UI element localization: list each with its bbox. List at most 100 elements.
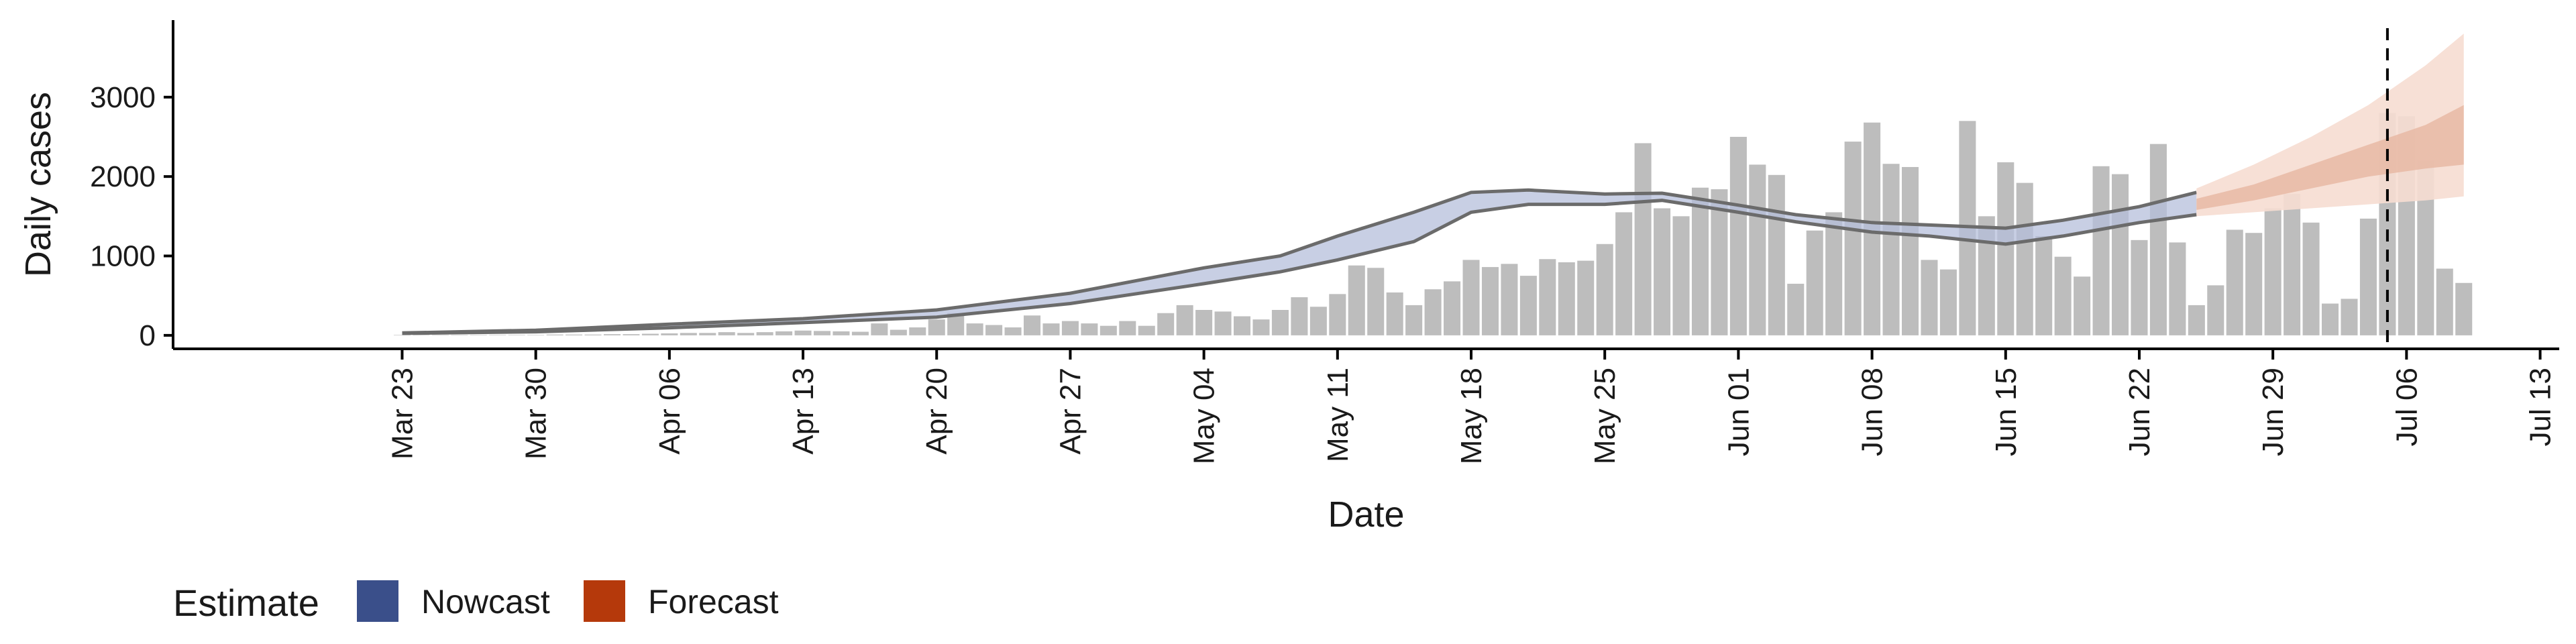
- bar: [1711, 189, 1728, 335]
- bar: [1729, 136, 1747, 335]
- bar: [699, 333, 716, 335]
- bar: [1176, 305, 1193, 335]
- forecast-inner-band: [2196, 105, 2464, 210]
- bar: [2264, 208, 2282, 335]
- bar: [1157, 313, 1175, 335]
- nowcast-upper-line: [402, 188, 2197, 335]
- bar: [1214, 311, 1232, 335]
- x-tick-label: Apr 06: [653, 368, 686, 455]
- bar: [1634, 143, 1652, 335]
- bar: [1081, 323, 1098, 335]
- bar: [1806, 230, 1823, 335]
- bar: [1844, 142, 1862, 335]
- bar: [1672, 216, 1690, 335]
- y-ticks: 0 1000 2000 3000: [90, 81, 173, 352]
- bar: [2111, 174, 2129, 335]
- legend-label-forecast: Forecast: [648, 583, 779, 621]
- bar: [1099, 325, 1117, 335]
- bar: [851, 331, 869, 335]
- bar: [1901, 166, 1919, 335]
- bar: [2016, 182, 2033, 335]
- x-tick-label: Jul 13: [2524, 368, 2557, 446]
- bar: [1519, 276, 1537, 335]
- bar: [1424, 289, 1442, 335]
- x-tick-label: May 18: [1455, 368, 1488, 464]
- bar: [1997, 162, 2015, 335]
- x-tick-label: May 11: [1322, 368, 1354, 462]
- bar: [1042, 323, 1060, 335]
- x-tick-label: Mar 23: [386, 368, 419, 460]
- x-tick-label: Mar 30: [520, 368, 553, 460]
- bar: [1501, 264, 1518, 335]
- x-tick-label: Jul 06: [2390, 368, 2423, 446]
- bar: [2455, 282, 2473, 335]
- bar: [1023, 315, 1041, 335]
- x-tick-label: Apr 20: [920, 368, 953, 455]
- bar: [890, 329, 907, 335]
- x-tick-label: Apr 27: [1054, 368, 1087, 455]
- bar: [2188, 305, 2205, 335]
- bar: [2092, 166, 2110, 335]
- bar: [1615, 212, 1633, 335]
- bar: [1691, 187, 1709, 335]
- bar: [1195, 310, 1213, 335]
- legend: Estimate Nowcast Forecast: [173, 580, 779, 624]
- bar: [2035, 235, 2053, 335]
- y-tick-label: 2000: [90, 160, 156, 193]
- bar: [1309, 307, 1327, 335]
- bar: [2359, 218, 2377, 335]
- bar: [1119, 321, 1136, 335]
- bar: [2169, 242, 2186, 335]
- bar: [1004, 327, 1022, 335]
- plot-area: [393, 28, 2473, 349]
- bar: [2226, 229, 2243, 335]
- bar: [2131, 239, 2148, 335]
- bar: [1882, 164, 1900, 335]
- bar: [2284, 194, 2301, 335]
- bar: [1749, 164, 1766, 335]
- x-tick-label: Jun 15: [1990, 368, 2023, 456]
- bar: [1252, 319, 1270, 335]
- bar: [756, 332, 773, 335]
- bar: [661, 333, 678, 335]
- bar: [985, 325, 1003, 335]
- bar: [966, 323, 983, 335]
- bar: [1787, 283, 1805, 335]
- y-tick-label: 1000: [90, 240, 156, 273]
- bar: [2245, 233, 2263, 335]
- bar: [718, 332, 735, 335]
- legend-title: Estimate: [173, 582, 319, 624]
- nowcast-band: [402, 190, 2197, 333]
- bar: [1329, 294, 1346, 335]
- bar: [1271, 310, 1289, 335]
- x-tick-label: May 04: [1188, 368, 1221, 464]
- bar: [1939, 269, 1957, 335]
- legend-label-nowcast: Nowcast: [421, 583, 550, 621]
- bar: [1444, 281, 1461, 335]
- forecast-layer: [2196, 34, 2464, 217]
- bar: [2207, 285, 2224, 335]
- bar: [1348, 265, 1365, 335]
- bar: [813, 331, 831, 335]
- y-axis-title: Daily cases: [18, 92, 58, 277]
- bar: [2436, 268, 2453, 335]
- bar: [1481, 267, 1499, 335]
- bar: [1386, 292, 1403, 335]
- bar: [1234, 316, 1251, 335]
- x-tick-label: Jun 01: [1722, 368, 1755, 456]
- x-tick-label: Jun 29: [2257, 368, 2290, 456]
- x-tick-label: Apr 13: [787, 368, 820, 455]
- bar: [2074, 276, 2091, 335]
- bar: [1405, 305, 1423, 335]
- nowcast-layer: [402, 188, 2197, 335]
- bar: [775, 331, 793, 335]
- bar: [794, 330, 812, 335]
- bar: [2322, 303, 2339, 335]
- bar: [1825, 212, 1843, 335]
- bar: [2302, 222, 2320, 335]
- x-axis-title: Date: [1328, 494, 1404, 535]
- bar: [1061, 321, 1079, 335]
- legend-swatch-nowcast: [357, 580, 398, 622]
- bar: [833, 331, 850, 335]
